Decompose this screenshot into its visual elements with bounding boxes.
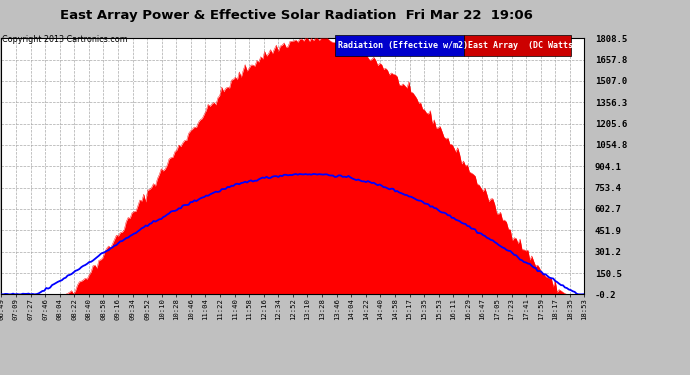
Text: Copyright 2013 Cartronics.com: Copyright 2013 Cartronics.com: [2, 35, 128, 44]
Text: Radiation (Effective w/m2): Radiation (Effective w/m2): [338, 41, 468, 50]
Text: East Array  (DC Watts): East Array (DC Watts): [468, 41, 578, 50]
Text: East Array Power & Effective Solar Radiation  Fri Mar 22  19:06: East Array Power & Effective Solar Radia…: [60, 9, 533, 22]
